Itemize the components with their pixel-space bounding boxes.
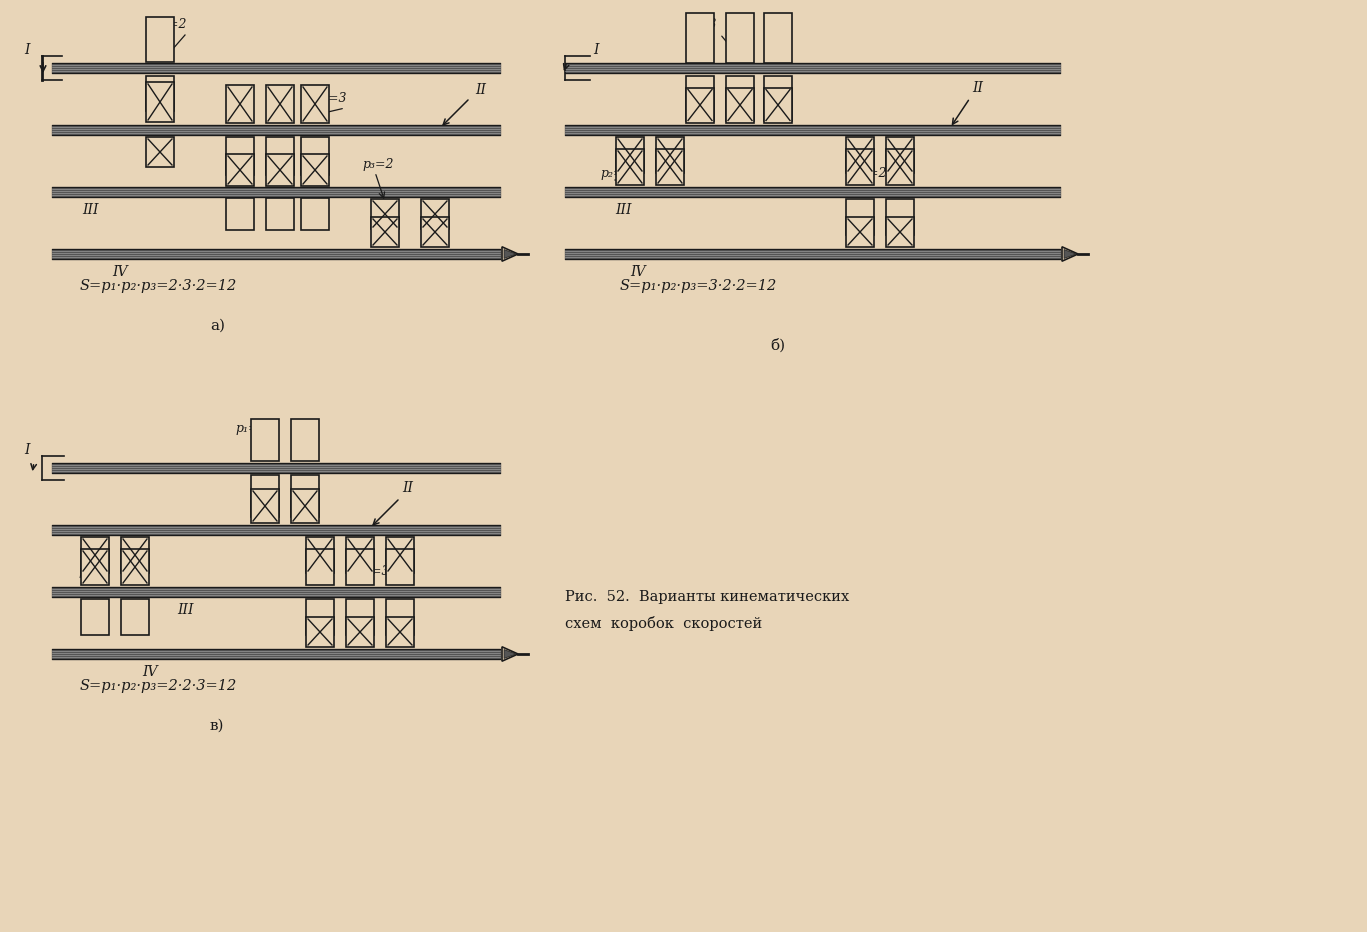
Bar (886, 137, 915, 173)
Bar (370, 217, 399, 247)
Bar (764, 88, 791, 122)
Bar (267, 137, 294, 175)
Text: I: I (25, 43, 30, 57)
Bar (252, 489, 279, 523)
Bar (306, 549, 334, 585)
Bar (226, 137, 254, 175)
Bar (385, 537, 414, 573)
Text: p₃=3: p₃=3 (358, 565, 390, 578)
Bar (385, 549, 414, 585)
Polygon shape (504, 250, 515, 258)
Bar (346, 599, 375, 635)
Text: IV: IV (112, 265, 127, 279)
Bar (252, 419, 279, 461)
Text: III: III (615, 203, 632, 217)
Text: p₁=3: p₁=3 (685, 18, 716, 31)
Bar (656, 137, 684, 173)
Bar (617, 149, 644, 185)
Text: p₃=2: p₃=2 (854, 167, 887, 180)
Text: S=p₁·p₂·p₃=3·2·2=12: S=p₁·p₂·p₃=3·2·2=12 (621, 279, 778, 293)
Bar (686, 88, 714, 122)
Bar (764, 13, 791, 63)
Bar (370, 199, 399, 229)
Text: S=p₁·p₂·p₃=2·3·2=12: S=p₁·p₂·p₃=2·3·2=12 (81, 279, 238, 293)
Bar (346, 537, 375, 573)
Text: IV: IV (142, 665, 157, 679)
Bar (146, 75, 174, 111)
Text: а): а) (211, 319, 226, 333)
Bar (886, 199, 915, 235)
Bar (291, 475, 319, 517)
Bar (81, 599, 109, 635)
Bar (301, 198, 329, 230)
Bar (306, 617, 334, 647)
Polygon shape (502, 247, 518, 261)
Bar (764, 75, 791, 120)
Bar (81, 537, 109, 573)
Bar (846, 149, 874, 185)
Text: III: III (82, 203, 98, 217)
Text: p₂=3: p₂=3 (314, 92, 346, 105)
Bar (617, 137, 644, 173)
Bar (686, 13, 714, 63)
Bar (421, 199, 448, 229)
Bar (146, 137, 174, 167)
Text: Рис.  52.  Варианты кинематических
схем  коробок  скоростей: Рис. 52. Варианты кинематических схем ко… (565, 590, 849, 631)
Text: p₂=2: p₂=2 (78, 565, 109, 578)
Text: II: II (972, 81, 983, 95)
Text: I: I (25, 443, 30, 457)
Bar (726, 13, 755, 63)
Bar (122, 537, 149, 573)
Bar (726, 88, 755, 122)
Text: S=p₁·p₂·p₃=2·2·3=12: S=p₁·p₂·p₃=2·2·3=12 (81, 679, 238, 693)
Text: p₂=2: p₂=2 (600, 167, 632, 180)
Polygon shape (1064, 250, 1076, 258)
Bar (267, 154, 294, 186)
Polygon shape (504, 650, 515, 659)
Bar (267, 198, 294, 230)
Bar (346, 617, 375, 647)
Bar (252, 475, 279, 517)
Text: III: III (176, 603, 194, 617)
Text: I: I (593, 43, 599, 57)
Bar (146, 17, 174, 62)
Polygon shape (1062, 247, 1079, 261)
Bar (226, 85, 254, 123)
Bar (226, 198, 254, 230)
Bar (291, 419, 319, 461)
Bar (726, 75, 755, 120)
Bar (226, 154, 254, 186)
Bar (267, 85, 294, 123)
Text: IV: IV (630, 265, 645, 279)
Bar (385, 599, 414, 635)
Bar (686, 75, 714, 120)
Bar (81, 549, 109, 585)
Bar (301, 137, 329, 175)
Text: б): б) (770, 338, 785, 353)
Bar (122, 599, 149, 635)
Bar (656, 149, 684, 185)
Bar (301, 154, 329, 186)
Text: в): в) (211, 719, 224, 733)
Text: p₁=2: p₁=2 (154, 18, 186, 31)
Polygon shape (502, 647, 518, 661)
Text: p₃=2: p₃=2 (362, 158, 394, 171)
Bar (306, 599, 334, 635)
Text: II: II (402, 481, 413, 495)
Bar (301, 85, 329, 123)
Bar (146, 82, 174, 122)
Bar (346, 549, 375, 585)
Bar (122, 549, 149, 585)
Bar (846, 217, 874, 247)
Bar (306, 537, 334, 573)
Bar (385, 617, 414, 647)
Bar (291, 489, 319, 523)
Bar (886, 149, 915, 185)
Text: p₁=2: p₁=2 (235, 422, 267, 435)
Text: II: II (474, 83, 487, 97)
Bar (846, 137, 874, 173)
Bar (846, 199, 874, 235)
Bar (421, 217, 448, 247)
Bar (886, 217, 915, 247)
